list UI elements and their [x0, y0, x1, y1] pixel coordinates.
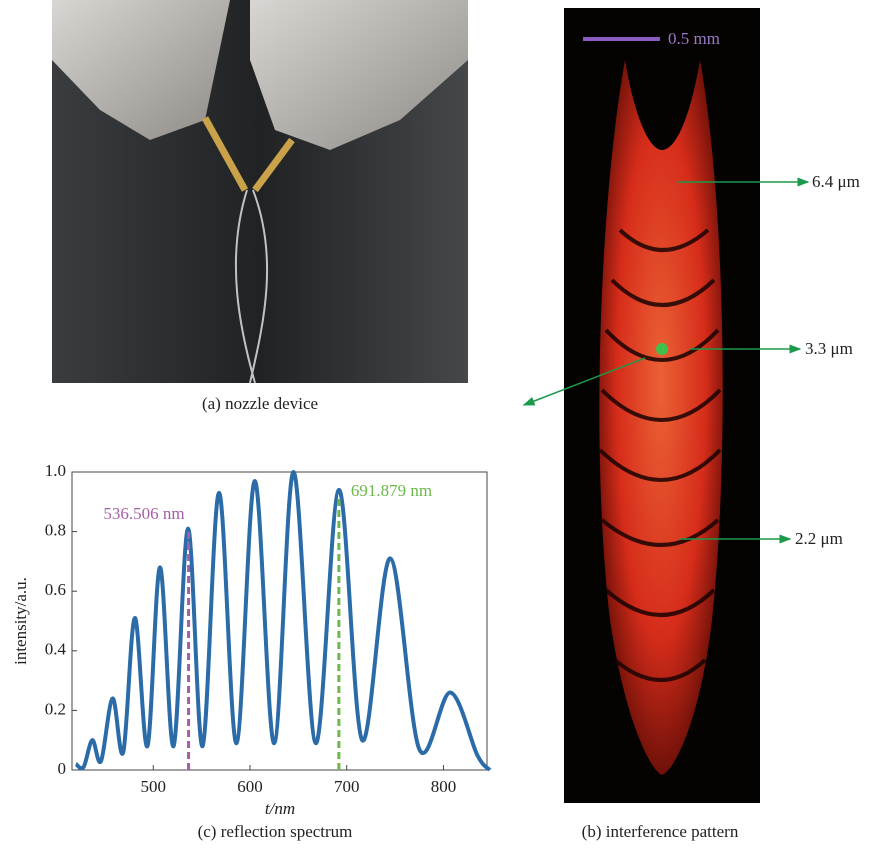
- y-tick-label: 0.8: [45, 521, 66, 540]
- y-axis-label: intensity/a.u.: [11, 577, 30, 665]
- interference-image: [524, 8, 808, 803]
- caption: (a) nozzle device: [202, 394, 318, 413]
- caption: (c) reflection spectrum: [198, 822, 353, 841]
- y-tick-label: 1.0: [45, 461, 66, 480]
- y-tick-label: 0.2: [45, 699, 66, 718]
- x-axis-label: t/nm: [265, 799, 295, 818]
- y-tick-label: 0: [58, 759, 67, 778]
- peak-label: 691.879 nm: [351, 481, 432, 500]
- x-tick-label: 500: [141, 777, 167, 796]
- caption: (b) interference pattern: [582, 822, 739, 841]
- figure: (a) nozzle device 0.5 mm 6.4 μm 3.3 μm 2…: [0, 0, 883, 845]
- peak-label: 536.506 nm: [103, 504, 184, 523]
- thickness-label: 2.2 μm: [795, 529, 843, 548]
- y-tick-label: 0.4: [45, 640, 67, 659]
- photo-nozzle: [52, 0, 468, 383]
- x-tick-label: 700: [334, 777, 360, 796]
- x-tick-label: 800: [431, 777, 457, 796]
- thickness-label: 3.3 μm: [805, 339, 853, 358]
- y-tick-label: 0.6: [45, 580, 66, 599]
- x-tick-label: 600: [237, 777, 263, 796]
- scale-bar-label: 0.5 mm: [668, 29, 720, 48]
- thickness-label: 6.4 μm: [812, 172, 860, 191]
